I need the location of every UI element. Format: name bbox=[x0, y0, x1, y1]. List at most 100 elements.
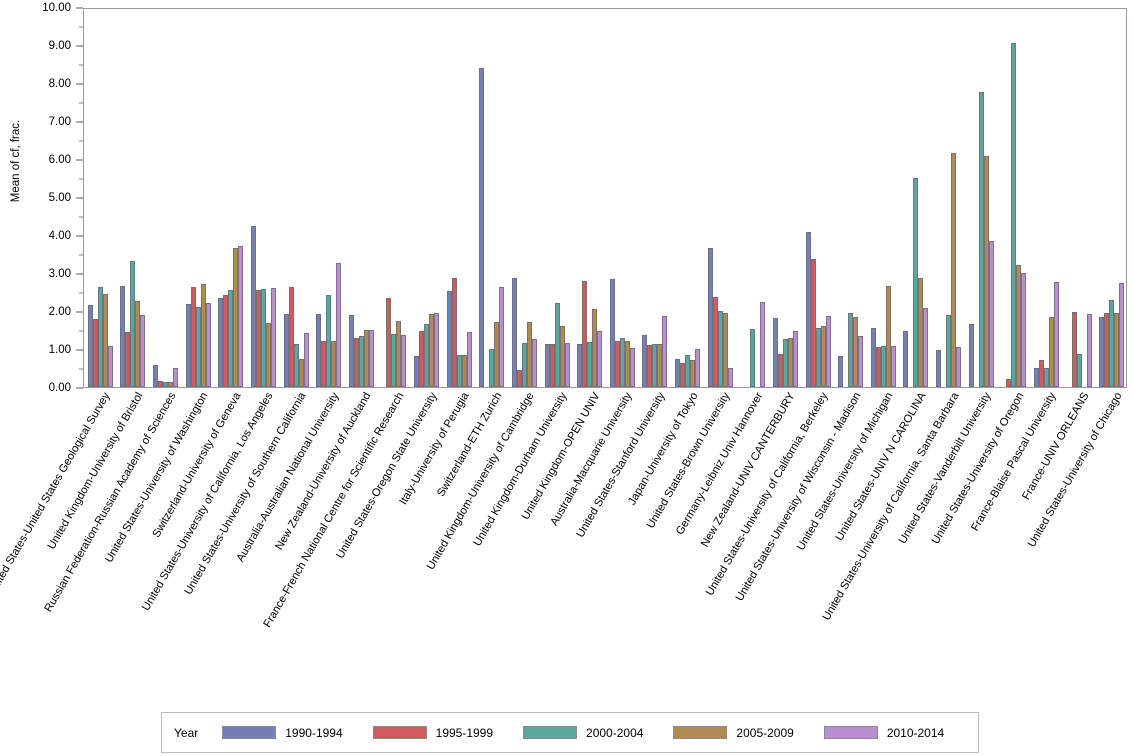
bar[interactable] bbox=[956, 347, 962, 387]
bar[interactable] bbox=[250, 225, 256, 387]
bar[interactable] bbox=[647, 345, 653, 387]
legend-entry[interactable]: 2000-2004 bbox=[523, 726, 643, 740]
bar[interactable] bbox=[727, 368, 733, 387]
bar[interactable] bbox=[592, 309, 598, 387]
bar[interactable] bbox=[1076, 353, 1082, 387]
bar[interactable] bbox=[577, 344, 583, 387]
bar[interactable] bbox=[870, 328, 876, 387]
bar[interactable] bbox=[1006, 379, 1012, 387]
bar[interactable] bbox=[265, 323, 271, 387]
bar[interactable] bbox=[609, 278, 615, 387]
bar[interactable] bbox=[516, 369, 522, 387]
bar[interactable] bbox=[913, 178, 919, 387]
bar[interactable] bbox=[368, 330, 374, 387]
bar[interactable] bbox=[130, 260, 136, 387]
bar[interactable] bbox=[936, 349, 942, 387]
bar[interactable] bbox=[1071, 312, 1077, 387]
bar[interactable] bbox=[858, 336, 864, 387]
bar[interactable] bbox=[1086, 314, 1092, 387]
bar[interactable] bbox=[820, 326, 826, 387]
bar[interactable] bbox=[526, 321, 532, 387]
bar[interactable] bbox=[163, 382, 169, 387]
bar[interactable] bbox=[1038, 359, 1044, 387]
bar[interactable] bbox=[918, 277, 924, 387]
bar[interactable] bbox=[531, 338, 537, 387]
bar[interactable] bbox=[396, 321, 402, 387]
bar[interactable] bbox=[429, 313, 435, 387]
bar[interactable] bbox=[1109, 299, 1115, 387]
bar[interactable] bbox=[158, 380, 164, 387]
bar[interactable] bbox=[1048, 316, 1054, 387]
bar[interactable] bbox=[331, 340, 337, 387]
bar[interactable] bbox=[494, 321, 500, 387]
bar[interactable] bbox=[983, 155, 989, 387]
bar[interactable] bbox=[815, 328, 821, 387]
bar[interactable] bbox=[619, 338, 625, 387]
bar[interactable] bbox=[260, 288, 266, 387]
bar[interactable] bbox=[946, 314, 952, 387]
bar[interactable] bbox=[885, 286, 891, 387]
bar[interactable] bbox=[358, 335, 364, 387]
bar[interactable] bbox=[695, 349, 701, 387]
bar[interactable] bbox=[848, 312, 854, 387]
bar[interactable] bbox=[391, 333, 397, 387]
bar[interactable] bbox=[173, 368, 179, 387]
bar[interactable] bbox=[511, 277, 517, 387]
bar[interactable] bbox=[1043, 368, 1049, 387]
bar[interactable] bbox=[140, 314, 146, 387]
bar[interactable] bbox=[810, 258, 816, 387]
bar[interactable] bbox=[614, 340, 620, 387]
legend-entry[interactable]: 1995-1999 bbox=[372, 726, 493, 740]
bar[interactable] bbox=[549, 344, 555, 387]
bar[interactable] bbox=[1053, 281, 1059, 387]
bar[interactable] bbox=[303, 332, 309, 387]
bar[interactable] bbox=[559, 326, 565, 387]
bar[interactable] bbox=[951, 153, 957, 387]
bar[interactable] bbox=[657, 344, 663, 387]
bar[interactable] bbox=[120, 286, 126, 387]
bar[interactable] bbox=[270, 288, 276, 387]
bar[interactable] bbox=[722, 312, 728, 387]
bar[interactable] bbox=[102, 294, 108, 387]
bar[interactable] bbox=[92, 318, 98, 387]
bar[interactable] bbox=[401, 334, 407, 387]
bar[interactable] bbox=[624, 340, 630, 387]
legend-entry[interactable]: 2010-2014 bbox=[823, 726, 944, 740]
bar[interactable] bbox=[386, 297, 392, 387]
bar[interactable] bbox=[587, 342, 593, 387]
bar[interactable] bbox=[880, 346, 886, 387]
bar[interactable] bbox=[685, 354, 691, 387]
bar[interactable] bbox=[1104, 312, 1110, 387]
bar[interactable] bbox=[125, 331, 131, 387]
bar[interactable] bbox=[1033, 368, 1039, 387]
bar[interactable] bbox=[466, 331, 472, 387]
bar[interactable] bbox=[288, 287, 294, 387]
bar[interactable] bbox=[414, 355, 420, 387]
bar[interactable] bbox=[1021, 273, 1027, 387]
bar[interactable] bbox=[777, 353, 783, 387]
bar[interactable] bbox=[662, 315, 668, 387]
bar[interactable] bbox=[298, 359, 304, 387]
bar[interactable] bbox=[87, 304, 93, 387]
bar[interactable] bbox=[456, 354, 462, 387]
bar[interactable] bbox=[642, 334, 648, 387]
bar[interactable] bbox=[629, 347, 635, 387]
bar[interactable] bbox=[97, 287, 103, 387]
bar[interactable] bbox=[564, 343, 570, 387]
bar[interactable] bbox=[805, 231, 811, 387]
bar[interactable] bbox=[825, 315, 831, 387]
bar[interactable] bbox=[875, 347, 881, 387]
bar[interactable] bbox=[489, 349, 495, 387]
bar[interactable] bbox=[185, 304, 191, 387]
bar[interactable] bbox=[760, 301, 766, 387]
bar[interactable] bbox=[782, 338, 788, 387]
bar[interactable] bbox=[321, 341, 327, 387]
bar[interactable] bbox=[200, 284, 206, 387]
bar[interactable] bbox=[717, 311, 723, 387]
bar[interactable] bbox=[890, 346, 896, 387]
bar[interactable] bbox=[978, 91, 984, 387]
bar[interactable] bbox=[195, 306, 201, 387]
bar[interactable] bbox=[461, 354, 467, 387]
bar[interactable] bbox=[424, 324, 430, 387]
bar[interactable] bbox=[582, 280, 588, 387]
